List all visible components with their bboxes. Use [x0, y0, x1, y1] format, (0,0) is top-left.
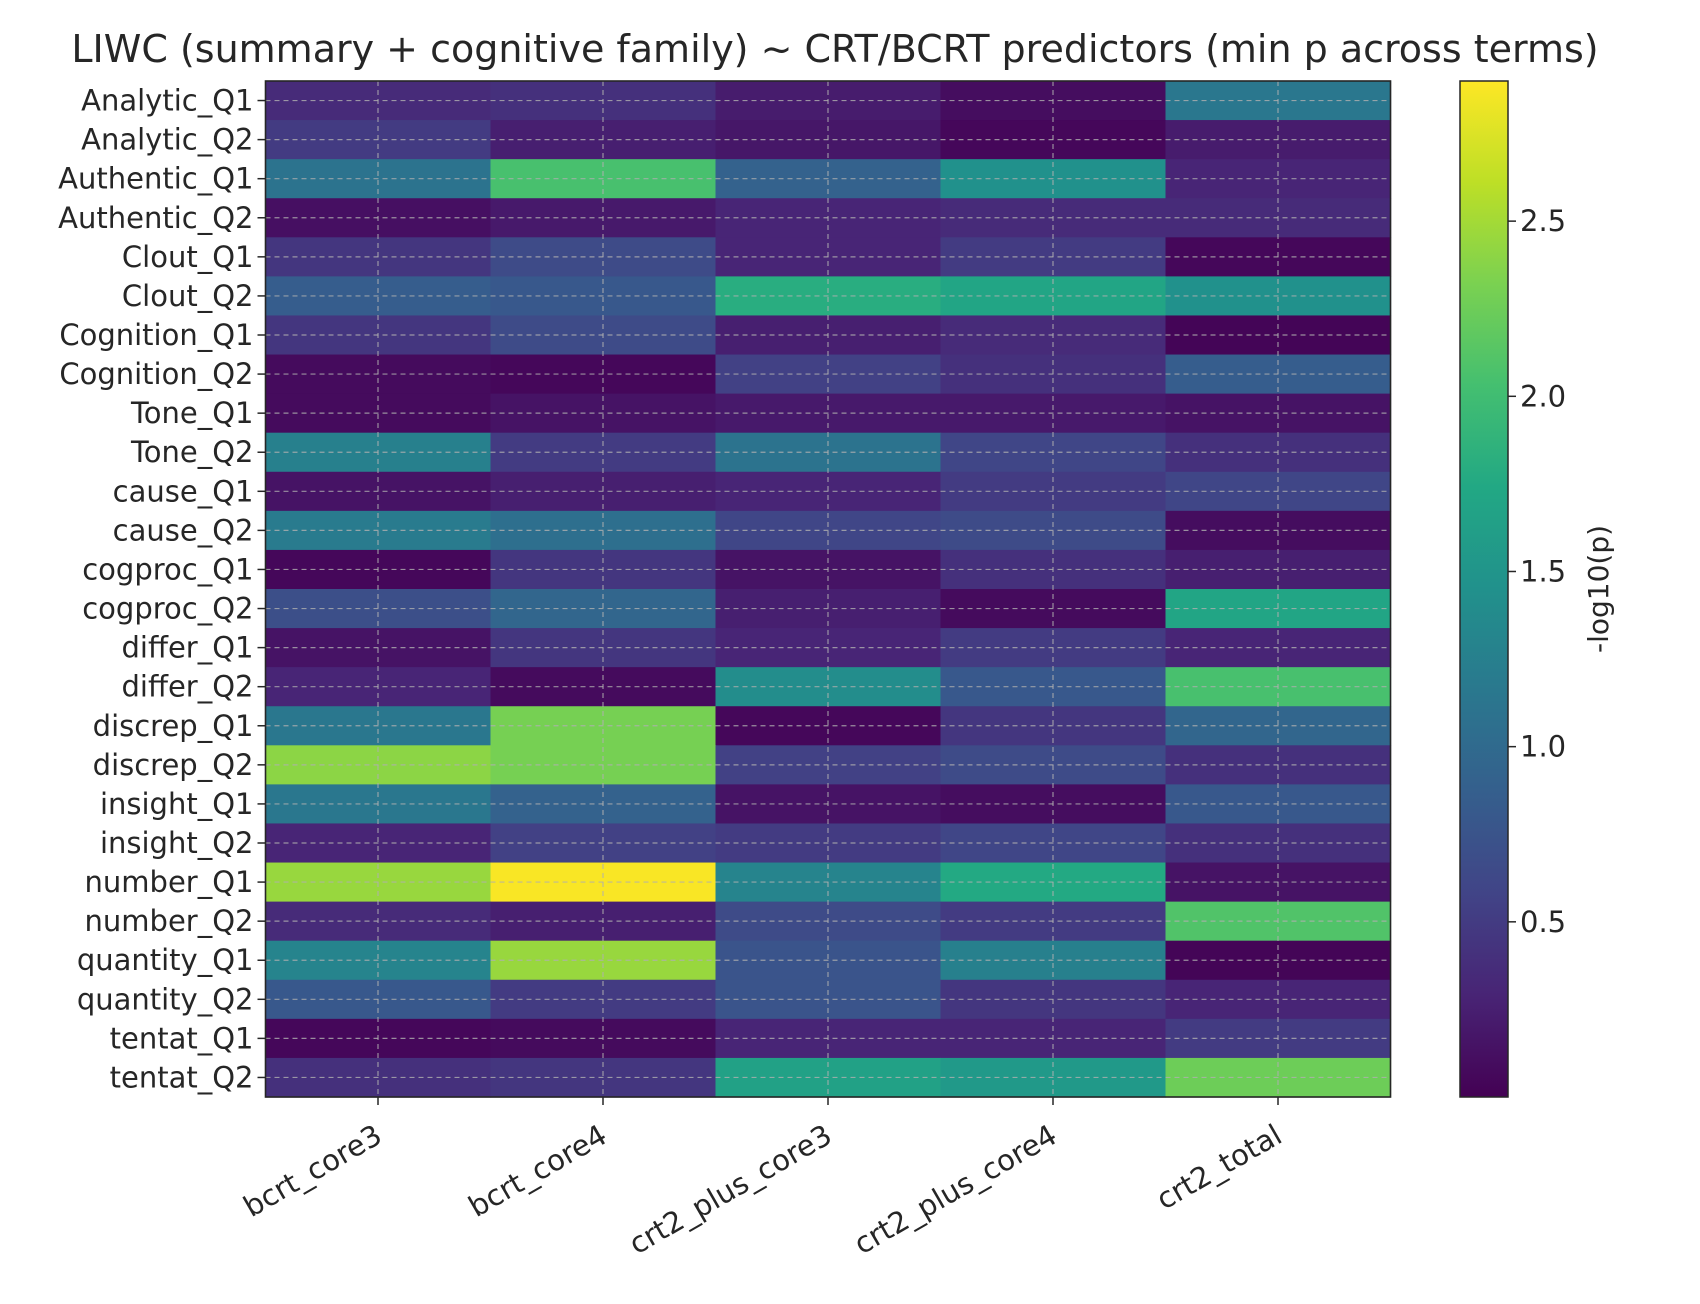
row-label: Clout_Q1 [122, 240, 254, 274]
column-label: crt2_total [1151, 1118, 1288, 1217]
row-label: insight_Q1 [100, 787, 254, 821]
column-label: crt2_plus_core3 [623, 1118, 837, 1261]
row-label: Analytic_Q2 [81, 123, 253, 157]
gridlines [265, 81, 1391, 1097]
colorbar-fill [1459, 80, 1509, 1098]
row-label: differ_Q2 [122, 670, 254, 704]
row-label: Authentic_Q2 [58, 201, 253, 235]
colorbar: 0.5 1.0 1.5 2.0 2.5 -log10(p) [1459, 80, 1615, 1098]
row-label: number_Q2 [85, 904, 254, 938]
row-label: Authentic_Q1 [58, 162, 253, 196]
colorbar-tick-label: 1.0 [1520, 730, 1566, 764]
row-label: differ_Q1 [122, 631, 254, 665]
row-label: discrep_Q2 [93, 748, 254, 782]
row-label: quantity_Q1 [77, 943, 254, 977]
chart-title: LIWC (summary + cognitive family) ~ CRT/… [71, 27, 1598, 71]
row-label: Cognition_Q1 [59, 318, 253, 352]
row-label: number_Q1 [85, 865, 254, 899]
row-label: discrep_Q1 [93, 709, 254, 743]
column-label: crt2_plus_core4 [848, 1118, 1062, 1261]
row-label: tentat_Q2 [110, 1060, 254, 1094]
row-label: cause_Q1 [113, 474, 254, 508]
row-label: Cognition_Q2 [59, 357, 253, 391]
row-label: Tone_Q1 [130, 396, 254, 430]
colorbar-label: -log10(p) [1582, 525, 1615, 653]
row-label: insight_Q2 [100, 826, 254, 860]
colorbar-tick-label: 0.5 [1520, 905, 1566, 939]
row-label: Analytic_Q1 [81, 84, 253, 118]
row-label: quantity_Q2 [77, 982, 254, 1016]
row-label: tentat_Q1 [110, 1021, 254, 1055]
row-label: cogproc_Q1 [82, 552, 253, 586]
colorbar-ticks: 0.5 1.0 1.5 2.0 2.5 [1508, 204, 1566, 939]
colorbar-tick-label: 1.5 [1520, 554, 1566, 588]
row-label: cogproc_Q2 [82, 592, 253, 626]
colorbar-tick-label: 2.5 [1520, 204, 1566, 238]
row-labels: Analytic_Q1 Analytic_Q2 Authentic_Q1 Authen… [58, 84, 266, 1094]
colorbar-tick-label: 2.0 [1520, 379, 1566, 413]
column-label: bcrt_core4 [463, 1118, 613, 1224]
column-labels: bcrt_core3 bcrt_core4 crt2_plus_core3 crt2_… [238, 1097, 1288, 1261]
row-label: Clout_Q2 [122, 279, 254, 313]
column-label: bcrt_core3 [238, 1118, 388, 1224]
row-label: cause_Q2 [113, 513, 254, 547]
row-label: Tone_Q2 [130, 435, 254, 469]
